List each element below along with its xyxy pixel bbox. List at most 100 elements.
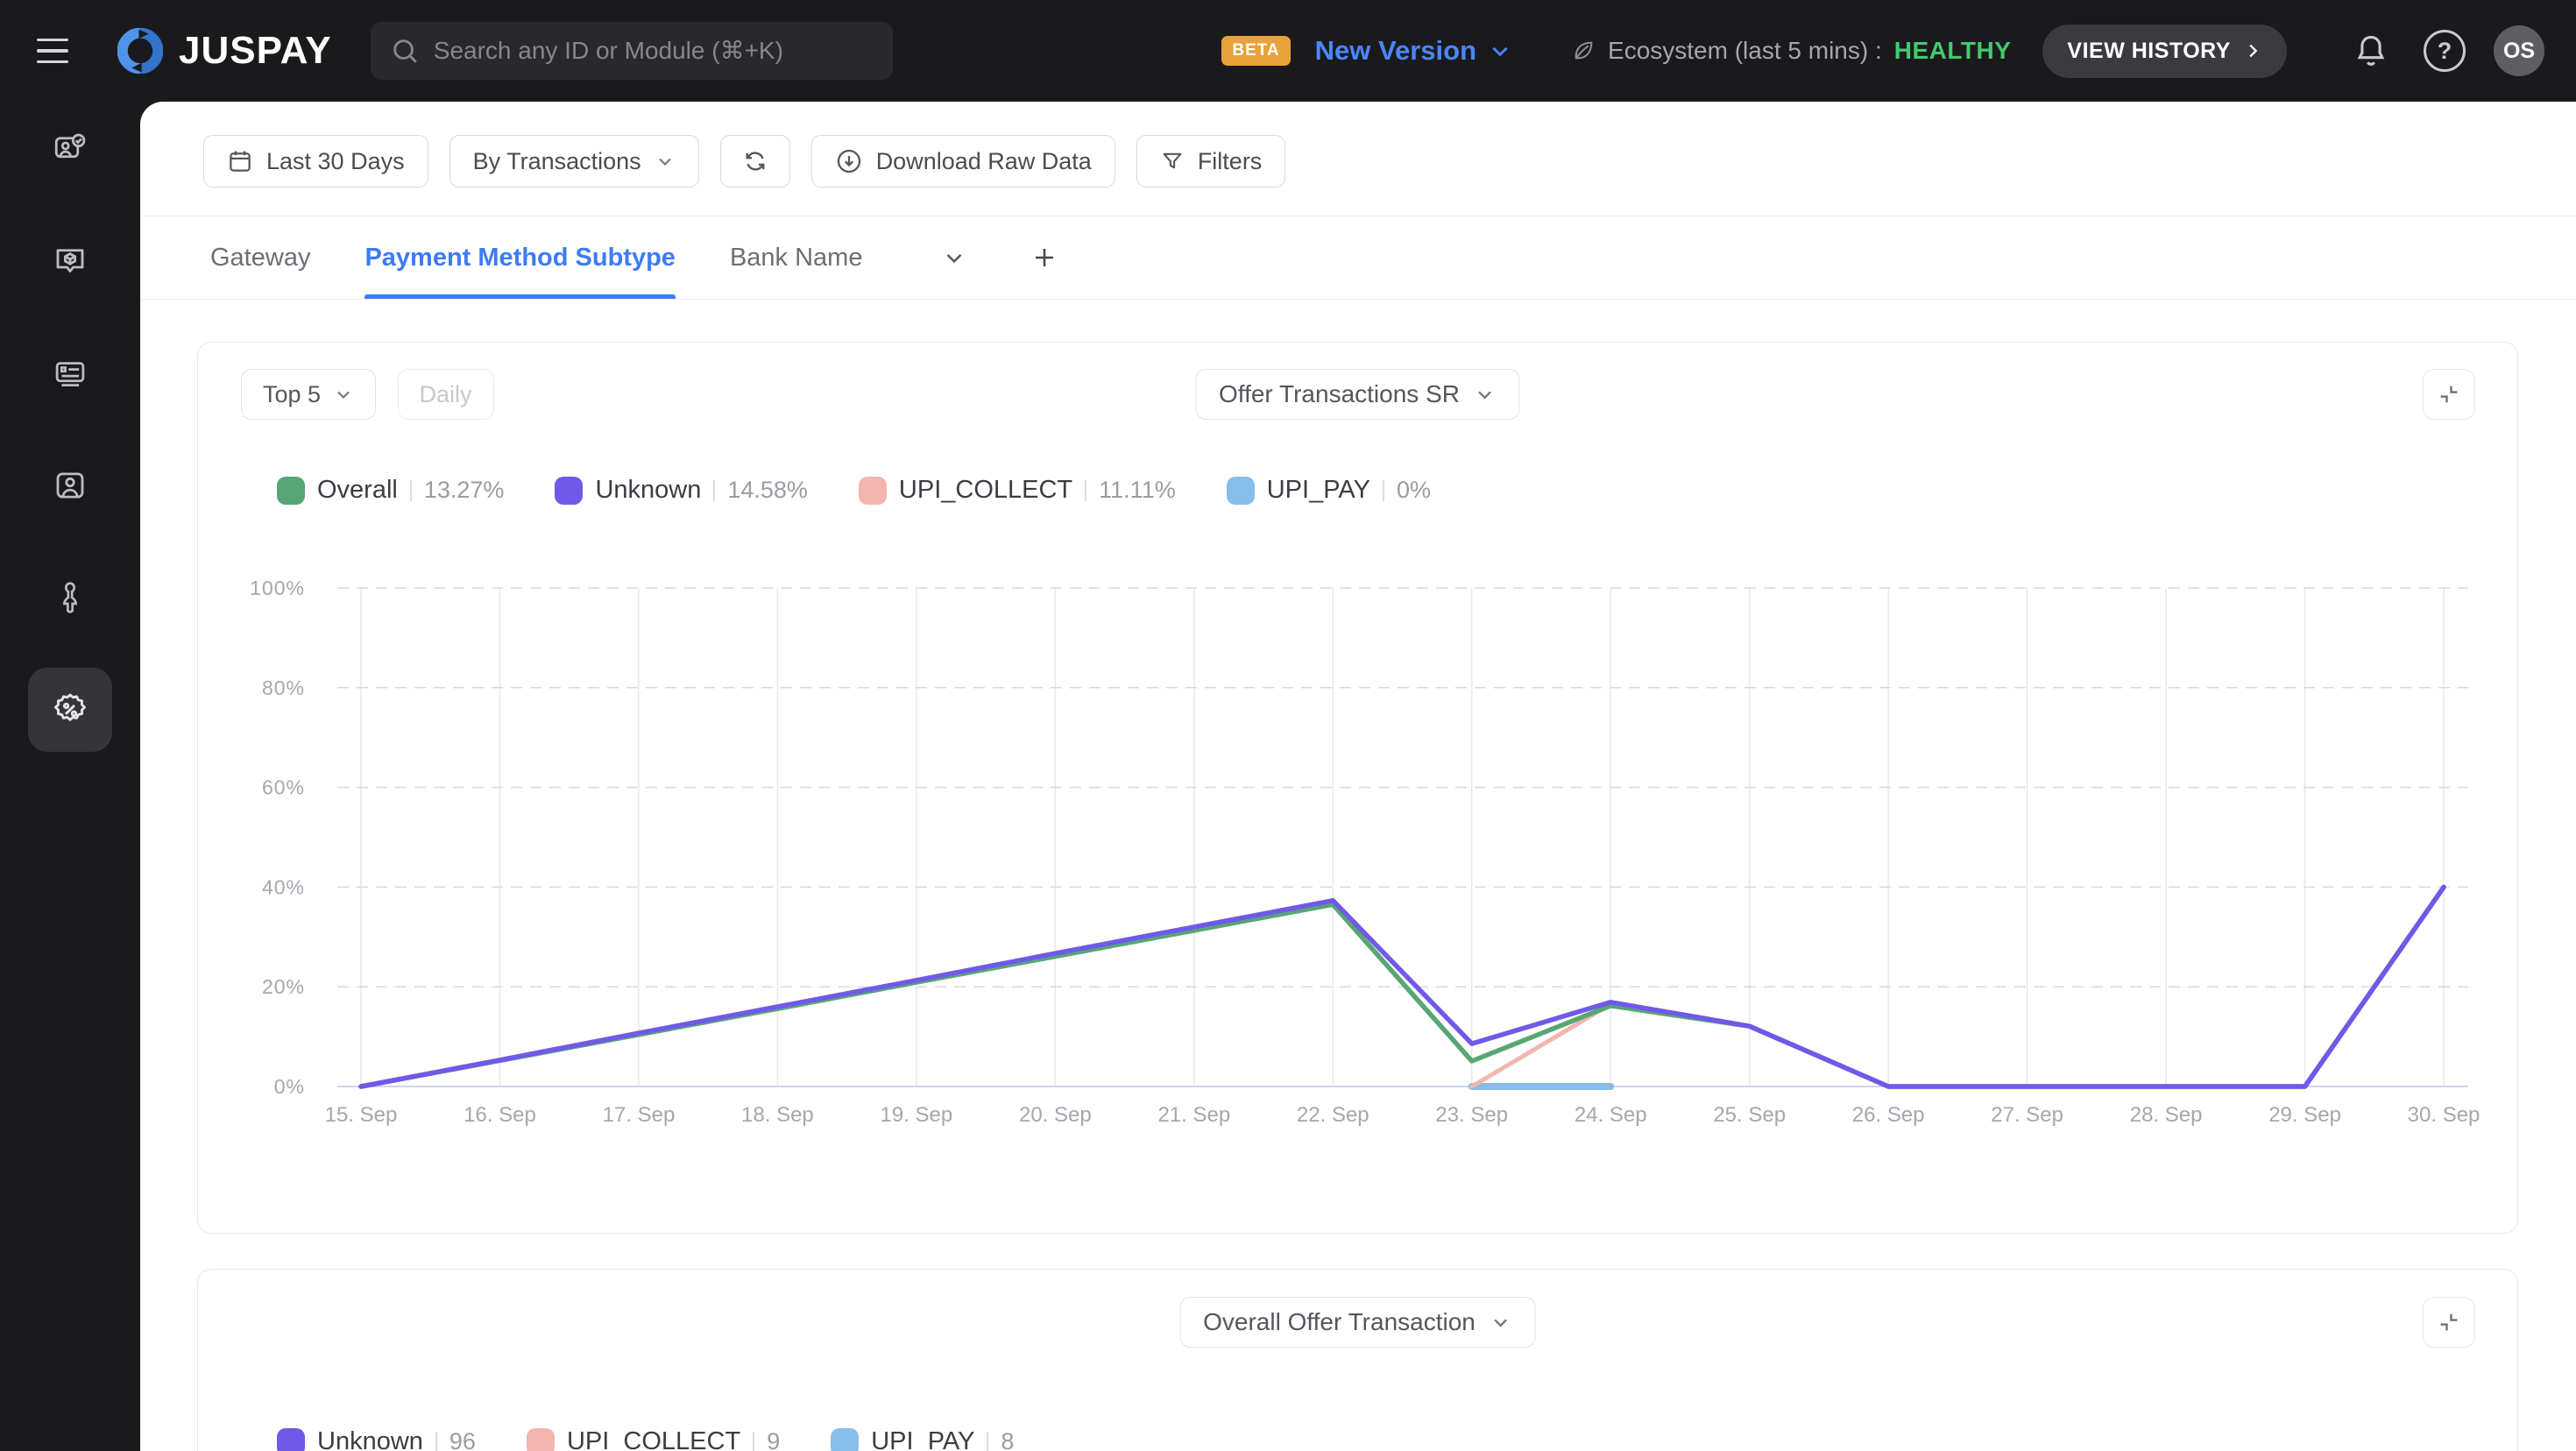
sidebar-item-monitoring[interactable] [28,107,112,191]
daily-toggle-button[interactable]: Daily [397,369,494,420]
download-raw-data-button[interactable]: Download Raw Data [810,135,1115,188]
legend-swatch [555,476,584,505]
volume-chart-card: Overall Offer Transaction Unknown 96 UPI… [197,1269,2518,1451]
legend-separator [1085,479,1087,501]
volume-chart-legend: Unknown 96 UPI_COLLECT 9 UPI_PAY 8 [198,1427,2517,1451]
sr-chart-area: 15. Sep 16. Sep 17. Sep 18. Sep 19. Sep 20. S… [198,556,2517,1151]
legend-swatch [277,476,305,505]
chevron-down-icon [1489,39,1511,62]
chevron-down-icon [1478,391,1492,400]
legend-item-upi-collect[interactable]: UPI_COLLECT 11.11% [858,476,1176,505]
legend-item-overall[interactable]: Overall 13.27% [277,476,504,505]
legend-swatch [1226,476,1255,505]
toolbar: Last 30 Days By Transactions [140,102,2576,216]
svg-text:100%: 100% [250,577,305,599]
version-label: New Version [1314,35,1477,66]
version-switcher[interactable]: New Version [1315,35,1511,67]
top-n-label: Top 5 [263,380,322,407]
group-by-dropdown[interactable]: By Transactions [449,135,699,188]
filters-button[interactable]: Filters [1136,135,1286,188]
tab-label: Gateway [210,243,311,272]
collapse-chart-button[interactable] [2423,1297,2475,1348]
leaf-icon [1571,39,1596,63]
notifications-button[interactable] [2346,26,2396,75]
legend-label: Unknown [317,1427,423,1451]
legend-label: Overall [317,476,398,504]
chevron-down-icon [655,151,676,172]
sidebar-item-orders[interactable] [28,219,112,303]
top-n-dropdown[interactable]: Top 5 [241,369,377,420]
sidebar-item-tools[interactable] [28,556,112,640]
refresh-button[interactable] [719,135,790,188]
juspay-logo[interactable]: JUSPAY [117,28,332,74]
svg-text:20%: 20% [262,975,305,998]
tab-payment-method-subtype[interactable]: Payment Method Subtype [364,216,676,299]
view-history-button[interactable]: VIEW HISTORY [2042,24,2287,78]
box-speech-bubble-icon [52,243,88,280]
svg-text:20. Sep: 20. Sep [1019,1103,1092,1127]
daily-label: Daily [419,380,472,407]
legend-item-unknown[interactable]: Unknown 96 [277,1427,476,1451]
legend-swatch [858,476,887,505]
legend-value: 9 [767,1428,781,1451]
chevron-down-icon [1494,1319,1508,1327]
legend-label: UPI_COLLECT [566,1427,741,1451]
collapse-chart-button[interactable] [2423,369,2475,420]
search-icon [390,36,420,66]
svg-text:60%: 60% [262,776,305,799]
bell-icon [2352,32,2390,70]
sidebar-item-customers[interactable] [28,443,112,527]
metric-dropdown[interactable]: Offer Transactions SR [1195,369,1520,420]
legend-value: 0% [1396,477,1431,503]
ecosystem-status: Ecosystem (last 5 mins) : HEALTHY [1571,37,2011,65]
svg-text:28. Sep: 28. Sep [2130,1103,2203,1127]
view-history-label: VIEW HISTORY [2067,38,2231,63]
search-input[interactable] [433,37,874,65]
sidebar-item-offers[interactable] [28,668,112,752]
help-button[interactable]: ? [2420,26,2469,75]
legend-value: 11.11% [1099,477,1176,503]
svg-text:15. Sep: 15. Sep [325,1103,398,1127]
date-range-button[interactable]: Last 30 Days [203,135,428,188]
legend-item-unknown[interactable]: Unknown 14.58% [555,476,808,505]
user-avatar[interactable]: OS [2494,25,2544,76]
legend-value: 96 [449,1428,476,1451]
legend-item-upi-collect[interactable]: UPI_COLLECT 9 [526,1427,781,1451]
ecosystem-health-badge: HEALTHY [1893,37,2012,64]
filter-icon [1160,149,1185,173]
download-circle-icon [835,147,863,175]
tab-bank-name[interactable]: Bank Name [730,216,863,299]
legend-separator [753,1431,755,1451]
chevron-down-icon [337,391,350,400]
legend-item-upi-pay[interactable]: UPI_PAY 8 [831,1427,1014,1451]
legend-label: UPI_PAY [1266,476,1370,504]
legend-item-upi-pay[interactable]: UPI_PAY 0% [1226,476,1431,505]
calendar-icon [227,148,253,174]
menu-icon[interactable] [37,28,82,74]
svg-text:22. Sep: 22. Sep [1297,1103,1369,1127]
svg-text:30. Sep: 30. Sep [2408,1103,2480,1127]
legend-separator [409,479,412,501]
svg-text:26. Sep: 26. Sep [1852,1103,1925,1127]
sidebar-item-reports[interactable] [28,331,112,415]
beta-badge: BETA [1221,36,1291,66]
svg-text:19. Sep: 19. Sep [881,1103,953,1127]
volume-metric-dropdown[interactable]: Overall Offer Transaction [1179,1297,1536,1348]
volume-chart-header: Overall Offer Transaction [198,1270,2517,1348]
sr-chart-card: Top 5 Daily Offer Transactions SR Overal… [197,342,2518,1234]
logo-text: JUSPAY [179,29,332,72]
avatar-initials: OS [2502,38,2536,63]
global-search[interactable] [370,22,893,80]
legend-separator [987,1431,989,1451]
legend-label: Unknown [595,476,702,504]
more-tabs-chevron[interactable] [941,244,967,271]
tab-gateway[interactable]: Gateway [210,216,310,299]
legend-swatch [831,1427,860,1451]
svg-text:0%: 0% [274,1075,305,1098]
legend-label: UPI_COLLECT [898,476,1073,504]
legend-value: 13.27% [423,477,505,503]
add-tab-button[interactable] [1030,244,1058,272]
active-tab-underline [364,294,676,299]
juspay-logo-icon [117,28,163,74]
refresh-icon [742,148,768,174]
